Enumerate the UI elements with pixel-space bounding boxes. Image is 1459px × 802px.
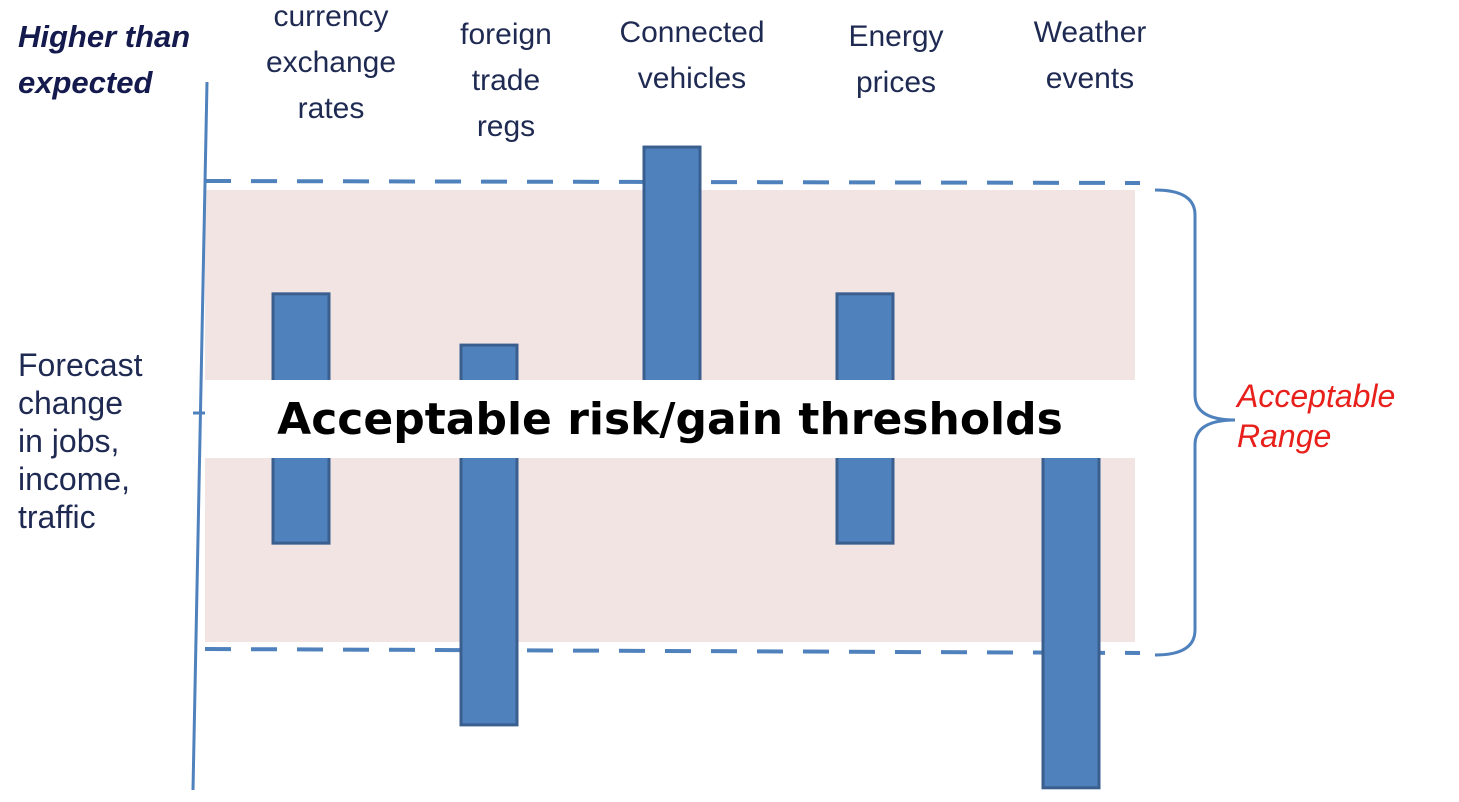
- bar-label-foreign-trade-regs: foreign trade regs: [460, 18, 552, 143]
- bar-label-connected-vehicles: Connected vehicles: [619, 16, 765, 95]
- bar-label-currency-exchange-rates: currency exchange rates: [265, 0, 397, 125]
- axis-label: Forecast change in jobs, income, traffic: [18, 347, 143, 535]
- range-brace: [1154, 188, 1236, 657]
- acceptable-range-label: Acceptable Range: [1237, 378, 1396, 454]
- bar-weather-events: [1041, 413, 1101, 790]
- bar-connected-vehicles: [642, 145, 702, 417]
- bar-label-weather-events: Weather events: [1033, 16, 1147, 95]
- lower-threshold-line: [204, 647, 1141, 655]
- bar-label-energy-prices: Energy prices: [848, 20, 944, 99]
- thresholds-banner: Acceptable risk/gain thresholds: [205, 380, 1135, 458]
- higher-than-expected-label: Higher than expected: [18, 19, 191, 100]
- vertical-axis: [191, 81, 209, 791]
